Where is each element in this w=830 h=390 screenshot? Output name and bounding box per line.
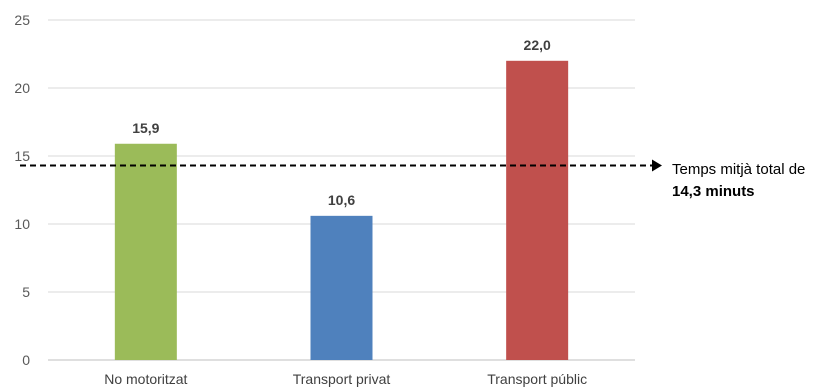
x-category-label: Transport públic	[487, 371, 587, 387]
reference-label-line2: 14,3 minuts	[672, 183, 755, 200]
data-label: 22,0	[524, 37, 551, 53]
reference-line	[20, 159, 662, 172]
y-tick-label: 5	[22, 284, 30, 300]
x-category-label: No motoritzat	[104, 371, 187, 387]
reference-label-line1: Temps mitjà total de	[672, 161, 805, 178]
bar	[310, 215, 373, 360]
y-tick-label: 10	[14, 216, 30, 232]
bars	[114, 60, 569, 361]
y-tick-label: 20	[14, 80, 30, 96]
data-label: 10,6	[328, 192, 355, 208]
reference-arrowhead	[652, 159, 662, 172]
data-labels: 15,9 10,6 22,0	[132, 37, 551, 208]
x-axis: No motoritzat Transport privat Transport p…	[104, 371, 587, 387]
bar	[506, 60, 569, 361]
data-label: 15,9	[132, 120, 159, 136]
x-category-label: Transport privat	[293, 371, 391, 387]
y-tick-label: 15	[14, 148, 30, 164]
bar	[114, 143, 177, 360]
y-tick-label: 25	[14, 12, 30, 28]
y-tick-label: 0	[22, 352, 30, 368]
y-axis: 0 5 10 15 20 25	[14, 12, 30, 368]
